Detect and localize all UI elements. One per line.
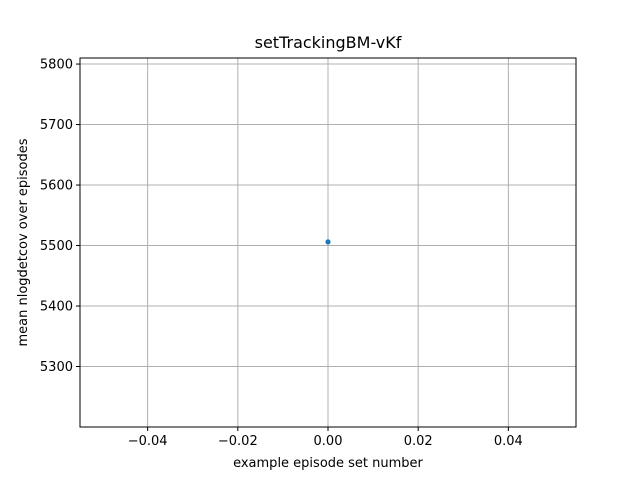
x-axis-ticks: −0.04 −0.02 0.00 0.02 0.04 <box>128 427 523 449</box>
x-axis-label: example episode set number <box>233 456 423 471</box>
y-axis-ticks: 5300 5400 5500 5600 5700 5800 <box>40 58 80 375</box>
x-tick-label: 0.00 <box>314 434 343 449</box>
y-tick-label: 5600 <box>40 179 73 194</box>
y-tick-label: 5700 <box>40 118 73 133</box>
grid <box>80 58 576 427</box>
x-tick-label: 0.02 <box>404 434 433 449</box>
chart-title: setTrackingBM-vKf <box>255 33 402 52</box>
y-tick-label: 5400 <box>40 300 73 315</box>
y-axis-label: mean nlogdetcov over episodes <box>16 138 31 346</box>
x-tick-label: 0.04 <box>494 434 523 449</box>
x-tick-label: −0.04 <box>128 434 168 449</box>
x-tick-label: −0.02 <box>218 434 258 449</box>
y-tick-label: 5800 <box>40 58 73 73</box>
data-points <box>325 239 331 245</box>
y-tick-label: 5300 <box>40 360 73 375</box>
y-tick-label: 5500 <box>40 239 73 254</box>
data-point <box>325 239 331 245</box>
